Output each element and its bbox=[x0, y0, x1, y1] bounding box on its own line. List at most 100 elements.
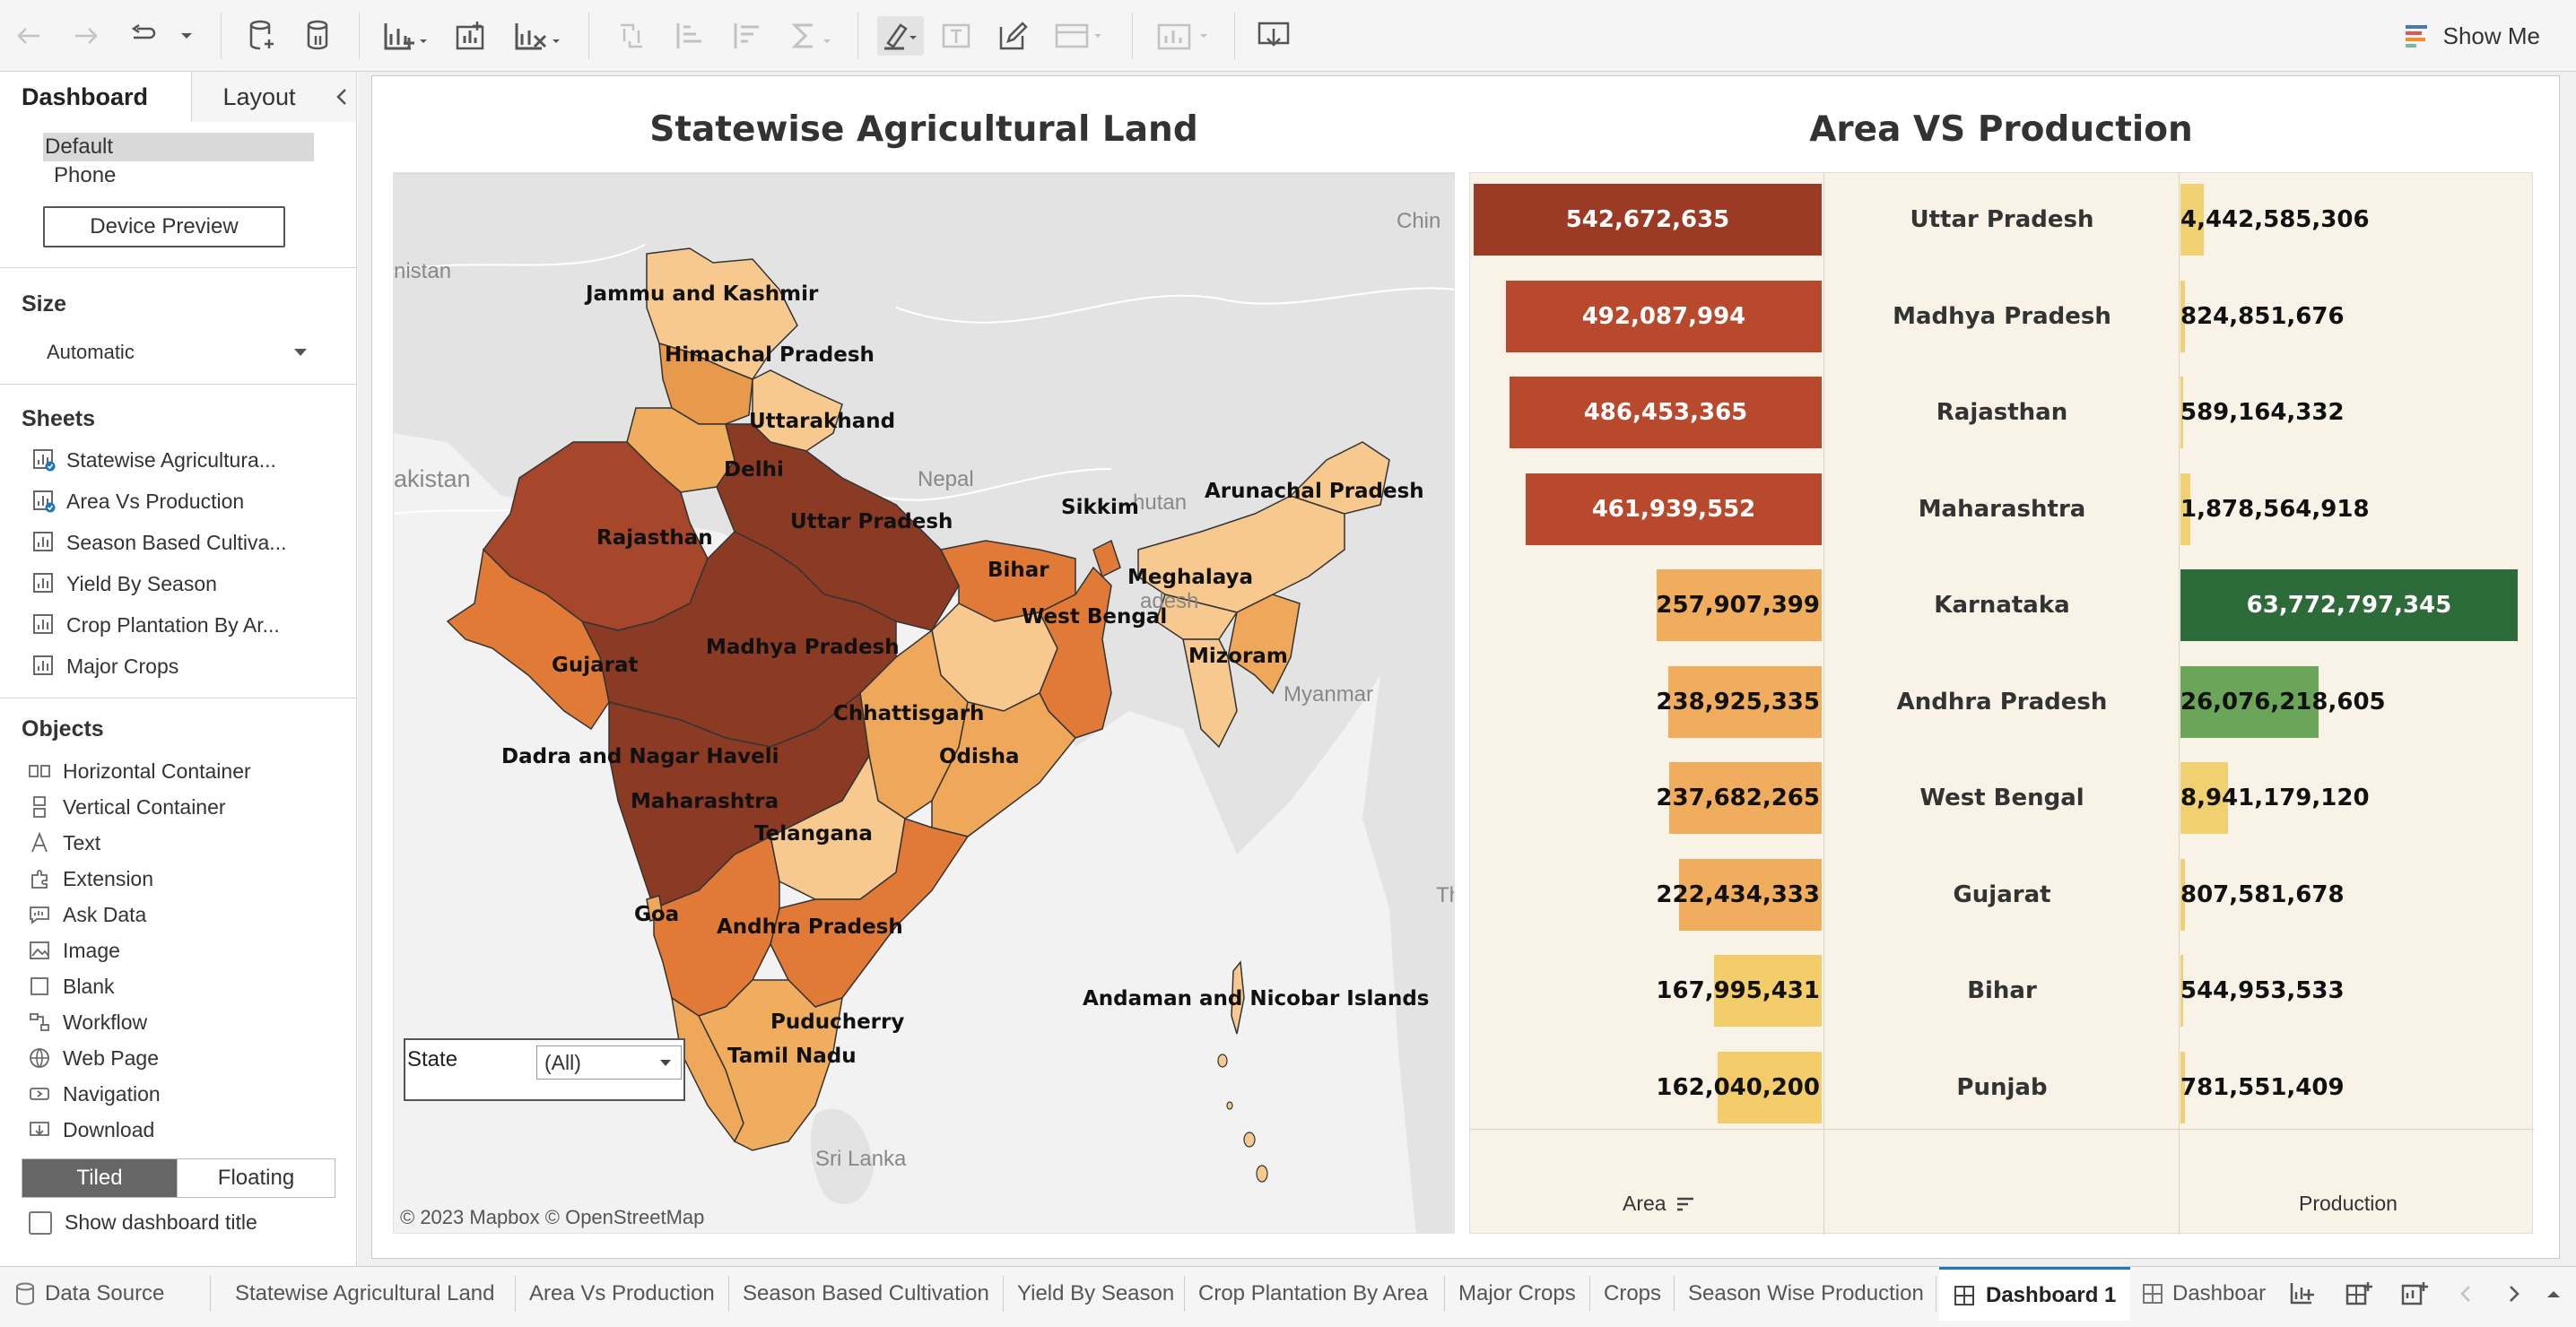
region-goa[interactable] bbox=[646, 895, 664, 922]
sheet-item[interactable]: Statewise Agricultura... bbox=[0, 439, 356, 481]
region-manipur[interactable] bbox=[1227, 594, 1301, 695]
new-worksheet-icon[interactable] bbox=[380, 16, 431, 56]
show-cards-icon[interactable] bbox=[1152, 16, 1216, 56]
tab-menu-icon[interactable] bbox=[2540, 1267, 2567, 1321]
state-name[interactable]: Rajasthan bbox=[1936, 399, 2068, 426]
state-name[interactable]: Bihar bbox=[1967, 977, 2037, 1004]
region-himachal[interactable] bbox=[658, 342, 753, 425]
sort-asc-icon[interactable] bbox=[671, 16, 707, 56]
floating-button[interactable]: Floating bbox=[177, 1159, 335, 1197]
collapse-panel-icon[interactable] bbox=[326, 72, 356, 122]
region-west-bengal[interactable] bbox=[1038, 566, 1112, 739]
sheet-item[interactable]: Crop Plantation By Ar... bbox=[0, 604, 356, 646]
area-bar[interactable] bbox=[1474, 184, 1822, 256]
object-item[interactable]: Blank bbox=[0, 968, 356, 1004]
area-bar[interactable] bbox=[1718, 1051, 1822, 1123]
device-preview-button[interactable]: Device Preview bbox=[43, 206, 285, 247]
production-bar[interactable] bbox=[2180, 280, 2185, 352]
download-icon[interactable] bbox=[1254, 16, 1293, 56]
tab-sheet[interactable]: Season Wise Production bbox=[1688, 1281, 1924, 1305]
tab-sheet[interactable]: Season Based Cultivation bbox=[743, 1281, 989, 1305]
fit-icon[interactable] bbox=[1049, 16, 1110, 56]
state-name[interactable]: Maharashtra bbox=[1918, 495, 2086, 523]
state-name[interactable]: Andhra Pradesh bbox=[1896, 688, 2108, 716]
object-item[interactable]: Workflow bbox=[0, 1004, 356, 1040]
state-name[interactable]: West Bengal bbox=[1919, 785, 2084, 811]
tab-sheet[interactable]: Crop Plantation By Area bbox=[1198, 1281, 1429, 1305]
tab-sheet[interactable]: Crops bbox=[1604, 1281, 1662, 1305]
redo-icon[interactable] bbox=[68, 16, 104, 56]
area-bar[interactable] bbox=[1669, 762, 1822, 834]
region-mizoram[interactable] bbox=[1182, 638, 1238, 749]
area-bar[interactable] bbox=[1714, 955, 1822, 1027]
object-item[interactable]: Download bbox=[0, 1112, 356, 1148]
production-bar[interactable] bbox=[2180, 377, 2183, 448]
new-worksheet-tab-icon[interactable] bbox=[2285, 1267, 2321, 1321]
state-filter-select[interactable]: (All) bbox=[536, 1045, 682, 1080]
production-bar[interactable] bbox=[2180, 473, 2190, 545]
new-story-tab-icon[interactable] bbox=[2397, 1267, 2432, 1321]
region-odisha[interactable] bbox=[931, 691, 1077, 837]
production-bar[interactable] bbox=[2180, 184, 2204, 256]
labels-icon[interactable] bbox=[938, 16, 974, 56]
tab-dashboard-partial[interactable]: Dashboar bbox=[2142, 1267, 2271, 1321]
tab-dashboard[interactable]: Dashboard bbox=[0, 72, 192, 122]
object-item[interactable]: Extension bbox=[0, 861, 356, 897]
production-bar[interactable] bbox=[2180, 955, 2183, 1027]
object-item[interactable]: Horizontal Container bbox=[0, 753, 356, 789]
production-bar[interactable] bbox=[2180, 1051, 2185, 1123]
scroll-right-icon[interactable] bbox=[2501, 1267, 2528, 1321]
region-uttar-pradesh[interactable] bbox=[716, 423, 960, 631]
device-phone[interactable]: Phone bbox=[54, 163, 117, 187]
new-dashboard-icon[interactable] bbox=[452, 16, 492, 56]
scroll-left-icon[interactable] bbox=[2452, 1267, 2479, 1321]
object-item[interactable]: Text bbox=[0, 825, 356, 861]
format-icon[interactable] bbox=[996, 16, 1031, 56]
region-andaman[interactable] bbox=[1231, 960, 1245, 1035]
pause-updates-icon[interactable] bbox=[301, 16, 337, 56]
sort-desc-icon[interactable] bbox=[728, 16, 764, 56]
object-item[interactable]: Web Page bbox=[0, 1040, 356, 1076]
area-vs-production-chart[interactable]: 542,672,635 Uttar Pradesh 4,442,585,306 492… bbox=[1469, 172, 2534, 1235]
swap-icon[interactable] bbox=[614, 16, 649, 56]
tab-layout[interactable]: Layout bbox=[192, 72, 326, 122]
region-sikkim[interactable] bbox=[1092, 539, 1121, 578]
sheet-item[interactable]: Major Crops bbox=[0, 646, 356, 687]
state-name[interactable]: Punjab bbox=[1956, 1073, 2048, 1101]
sheet-item[interactable]: Yield By Season bbox=[0, 563, 356, 604]
object-item[interactable]: Vertical Container bbox=[0, 789, 356, 825]
sort-icon[interactable] bbox=[1675, 1196, 1695, 1212]
region-tamil-nadu[interactable] bbox=[697, 979, 843, 1151]
totals-icon[interactable] bbox=[786, 16, 836, 56]
tiled-button[interactable]: Tiled bbox=[22, 1159, 177, 1197]
production-bar[interactable] bbox=[2180, 762, 2228, 834]
state-name[interactable]: Gujarat bbox=[1953, 880, 2051, 908]
area-bar[interactable] bbox=[1506, 280, 1822, 352]
area-bar[interactable] bbox=[1657, 569, 1822, 641]
area-bar[interactable] bbox=[1526, 473, 1822, 545]
undo-icon[interactable] bbox=[11, 16, 47, 56]
tab-sheet[interactable]: Major Crops bbox=[1458, 1281, 1576, 1305]
clear-sheet-icon[interactable] bbox=[511, 16, 565, 56]
production-bar[interactable] bbox=[2180, 858, 2185, 931]
region-andhra-pradesh[interactable] bbox=[770, 818, 970, 1008]
area-bar[interactable] bbox=[1510, 377, 1822, 448]
state-name[interactable]: Madhya Pradesh bbox=[1893, 302, 2111, 330]
tab-dashboard-1[interactable]: Dashboard 1 bbox=[1939, 1267, 2131, 1321]
device-default[interactable]: Default bbox=[43, 133, 314, 161]
sheet-item[interactable]: Area Vs Production bbox=[0, 481, 356, 522]
area-bar[interactable] bbox=[1668, 665, 1822, 738]
new-data-source-icon[interactable] bbox=[244, 16, 280, 56]
object-item[interactable]: Ask Data bbox=[0, 897, 356, 932]
region-arunachal[interactable] bbox=[1289, 441, 1390, 515]
size-select[interactable]: Automatic bbox=[47, 335, 309, 369]
tab-data-source[interactable]: Data Source bbox=[14, 1267, 164, 1321]
production-bar[interactable] bbox=[2180, 665, 2319, 738]
tab-sheet[interactable]: Area Vs Production bbox=[529, 1281, 715, 1305]
state-name[interactable]: Karnataka bbox=[1934, 592, 2070, 619]
production-bar[interactable] bbox=[2180, 569, 2518, 641]
area-bar[interactable] bbox=[1679, 858, 1822, 931]
state-name[interactable]: Uttar Pradesh bbox=[1910, 206, 2094, 233]
tab-sheet[interactable]: Statewise Agricultural Land bbox=[235, 1281, 495, 1305]
object-item[interactable]: Navigation bbox=[0, 1076, 356, 1112]
